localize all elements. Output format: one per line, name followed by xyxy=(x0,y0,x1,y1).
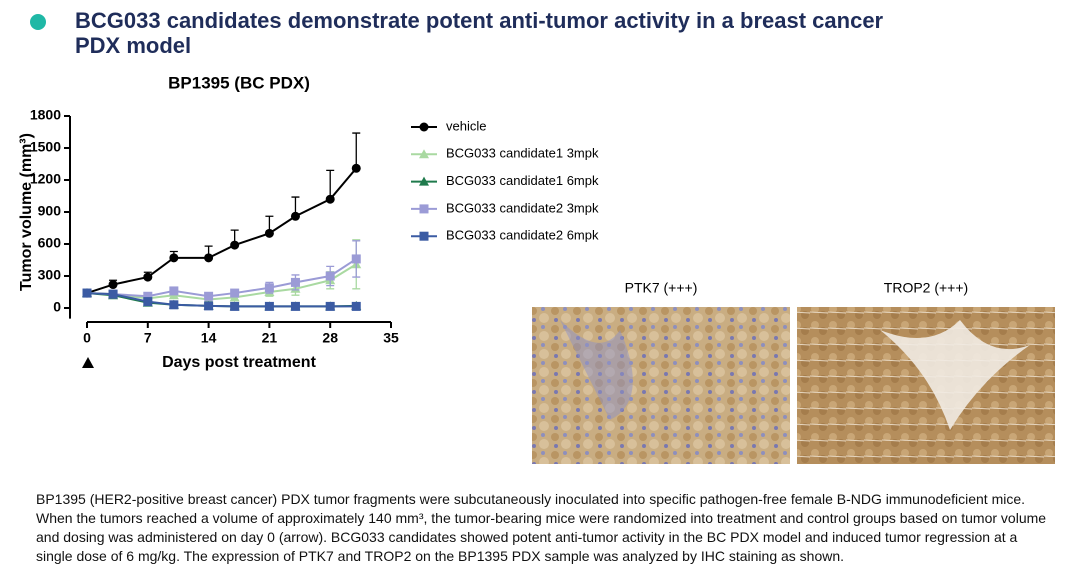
data-point xyxy=(169,300,179,310)
data-point xyxy=(351,301,361,311)
x-tick-label: 7 xyxy=(144,330,152,346)
y-tick-label: 600 xyxy=(38,235,62,251)
series-line xyxy=(86,263,357,301)
image-label: TROP2 (+++) xyxy=(884,280,968,296)
slide-title: BCG033 candidates demonstrate potent ant… xyxy=(75,8,884,58)
x-tick-label: 21 xyxy=(262,330,278,346)
y-tick-label: 1200 xyxy=(30,171,61,187)
ihc-image xyxy=(797,307,1055,464)
series-line xyxy=(86,258,357,298)
data-point xyxy=(143,291,153,301)
series-line xyxy=(86,292,357,308)
series-line xyxy=(86,167,358,295)
caption: BP1395 (HER2-positive breast cancer) PDX… xyxy=(36,491,1047,564)
error-bar xyxy=(352,132,361,169)
data-point xyxy=(290,211,300,221)
legend-marker xyxy=(419,149,429,159)
legend-label: BCG033 candidate1 6mpk xyxy=(446,173,599,188)
data-point xyxy=(351,254,361,264)
data-point xyxy=(264,228,274,238)
legend-label: BCG033 candidate1 3mpk xyxy=(446,146,599,161)
x-tick-label: 28 xyxy=(322,330,338,346)
legend-label: BCG033 candidate2 6mpk xyxy=(446,228,599,243)
y-tick-label: 1800 xyxy=(30,107,61,123)
legend-marker xyxy=(419,176,429,186)
x-tick-label: 35 xyxy=(383,330,399,346)
data-point xyxy=(143,272,153,282)
data-point xyxy=(290,277,300,287)
bullet xyxy=(30,14,46,30)
data-point xyxy=(230,240,240,250)
data-point xyxy=(169,286,179,296)
slide: BCG033 candidates demonstrate potent ant… xyxy=(18,8,1055,464)
image-label: PTK7 (+++) xyxy=(625,280,698,296)
data-point xyxy=(230,301,240,311)
y-tick-label: 300 xyxy=(38,267,62,283)
data-point xyxy=(82,288,92,298)
data-point xyxy=(230,288,240,298)
legend-label: BCG033 candidate2 3mpk xyxy=(446,200,599,215)
data-point xyxy=(143,297,153,307)
data-point xyxy=(264,283,274,293)
data-point xyxy=(204,253,214,263)
data-point xyxy=(108,280,118,290)
ihc-region xyxy=(880,320,1030,430)
data-point xyxy=(108,289,118,299)
legend-marker xyxy=(419,122,429,132)
data-point xyxy=(204,291,214,301)
data-point xyxy=(325,194,335,204)
data-point xyxy=(204,301,214,311)
y-tick-label: 1500 xyxy=(30,139,61,155)
ihc-region xyxy=(560,320,633,420)
data-point xyxy=(325,301,335,311)
y-tick-label: 900 xyxy=(38,203,62,219)
error-bar xyxy=(326,169,335,200)
x-tick-label: 0 xyxy=(83,330,91,346)
data-point xyxy=(264,301,274,311)
legend-marker xyxy=(419,204,429,214)
legend-label: vehicle xyxy=(446,118,486,133)
data-point xyxy=(351,163,361,173)
chart-title: BP1395 (BC PDX) xyxy=(168,73,310,92)
data-point xyxy=(169,253,179,263)
y-tick-label: 0 xyxy=(53,299,61,315)
dosing-arrow xyxy=(82,357,94,368)
legend-marker xyxy=(419,231,429,241)
x-tick-label: 14 xyxy=(201,330,217,346)
data-point xyxy=(290,301,300,311)
data-point xyxy=(325,271,335,281)
x-axis-label: Days post treatment xyxy=(162,354,316,371)
y-axis-label: Tumor volume (mm³) xyxy=(18,133,35,291)
